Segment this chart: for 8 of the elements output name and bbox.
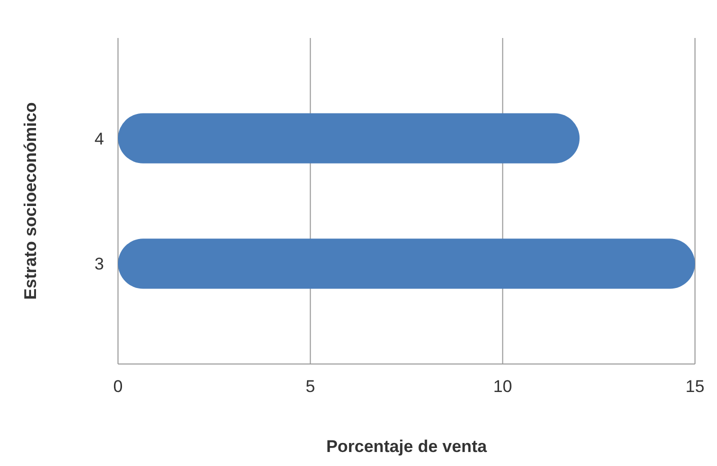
- y-axis-title: Estrato socioeconómico: [21, 102, 40, 300]
- x-tick-label: 5: [306, 377, 316, 396]
- x-tick-label: 15: [686, 377, 704, 396]
- x-axis-title: Porcentaje de venta: [326, 437, 488, 456]
- y-tick-label: 4: [94, 129, 104, 148]
- y-tick-label: 3: [94, 254, 104, 274]
- x-tick-label: 0: [113, 377, 123, 396]
- x-tick-label: 10: [493, 377, 512, 396]
